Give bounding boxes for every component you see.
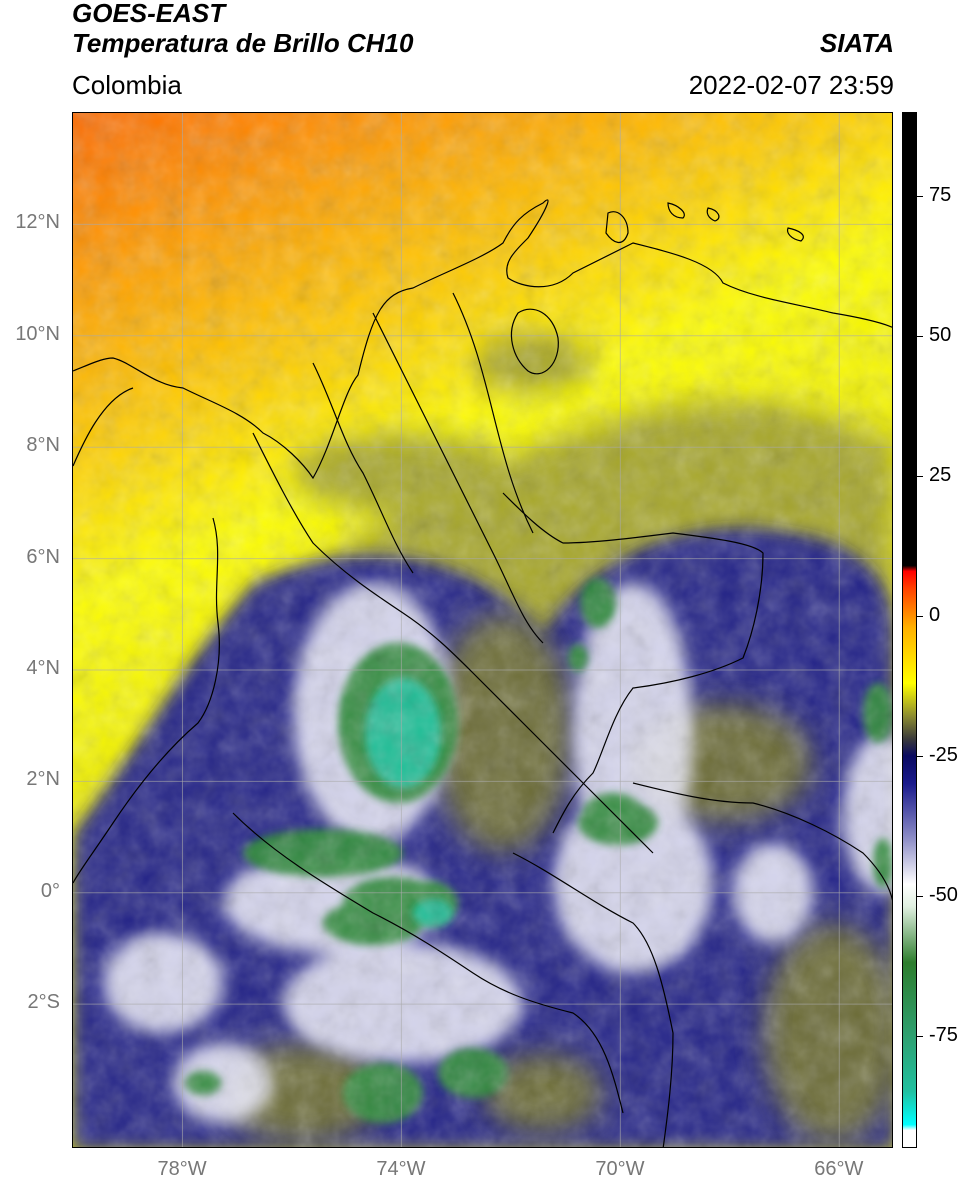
colorbar-tick-mark bbox=[917, 896, 923, 897]
satellite-map[interactable] bbox=[72, 112, 893, 1148]
longitude-label: 74°W bbox=[376, 1158, 426, 1180]
coastlines-and-borders bbox=[73, 199, 892, 1147]
latitude-label: 2°S bbox=[27, 991, 60, 1014]
latitude-label: 4°N bbox=[26, 656, 60, 679]
colorbar-tick: 75 bbox=[929, 184, 952, 206]
colorbar-tick: 25 bbox=[929, 464, 952, 486]
colorbar-tick: -25 bbox=[929, 744, 958, 766]
colorbar-tick-mark bbox=[917, 616, 923, 617]
agency-label: SIATA bbox=[819, 28, 894, 58]
latitude-label: 2°N bbox=[26, 768, 60, 791]
region-label: Colombia bbox=[72, 70, 182, 100]
colorbar-tick: -75 bbox=[929, 1024, 958, 1046]
colorbar-tick-mark bbox=[917, 196, 923, 197]
colorbar bbox=[902, 112, 917, 1148]
colorbar-tick-mark bbox=[917, 756, 923, 757]
map-title: GOES-EAST bbox=[72, 0, 226, 28]
colorbar-tick: 0 bbox=[929, 604, 941, 626]
colorbar-tick-mark bbox=[917, 336, 923, 337]
latitude-label: 0° bbox=[40, 879, 60, 902]
map-gridlines bbox=[73, 113, 892, 1147]
colorbar-tick-mark bbox=[917, 476, 923, 477]
map-subtitle: Temperatura de Brillo CH10 bbox=[72, 28, 414, 58]
colorbar-tick: -50 bbox=[929, 884, 958, 906]
latitude-label: 12°N bbox=[15, 211, 60, 234]
colorbar-tick: 50 bbox=[929, 324, 952, 346]
latitude-label: 6°N bbox=[26, 545, 60, 568]
longitude-label: 66°W bbox=[814, 1158, 864, 1180]
timestamp-label: 2022-02-07 23:59 bbox=[688, 70, 894, 100]
colorbar-tick-mark bbox=[917, 1036, 923, 1037]
latitude-label: 10°N bbox=[15, 322, 60, 345]
longitude-label: 70°W bbox=[595, 1158, 645, 1180]
texture-overlay bbox=[73, 113, 892, 1147]
latitude-label: 8°N bbox=[26, 434, 60, 457]
longitude-label: 78°W bbox=[157, 1158, 207, 1180]
